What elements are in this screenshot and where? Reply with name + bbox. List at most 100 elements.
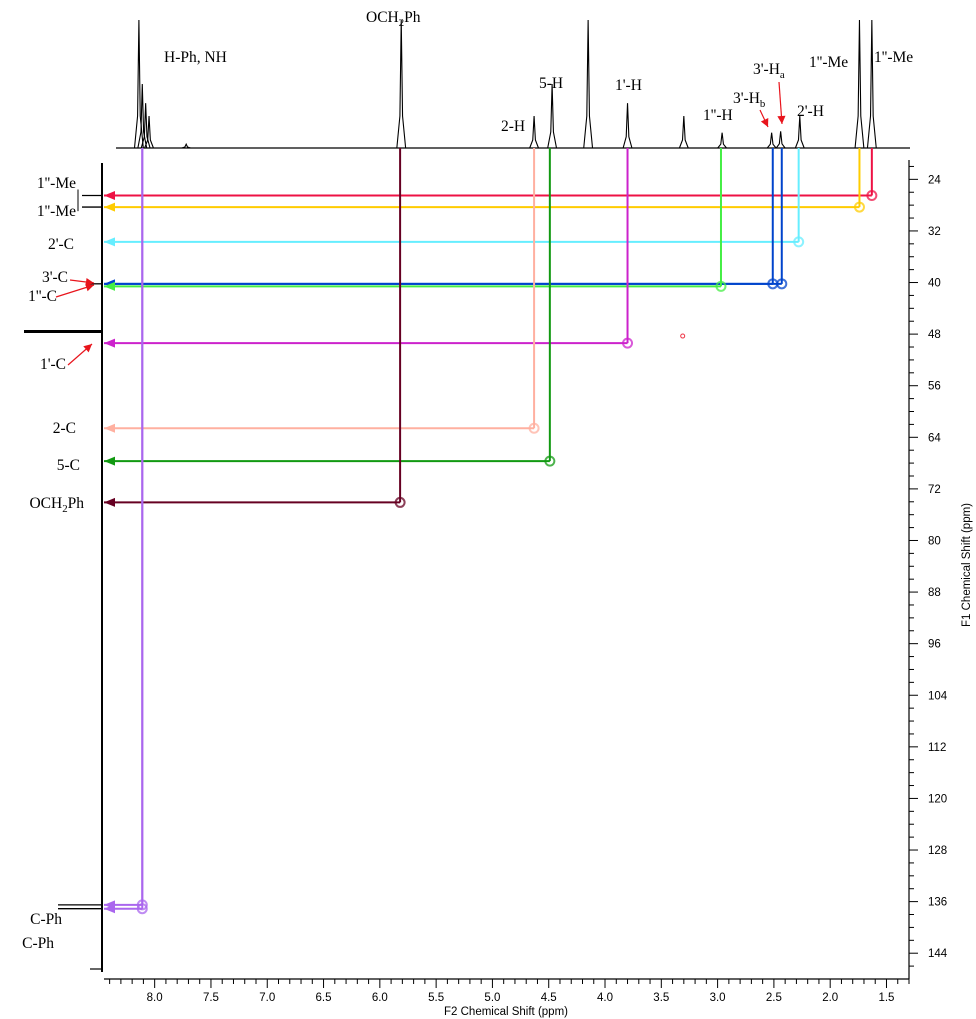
- cross-peak: [394, 496, 406, 508]
- proton-labels: H-Ph, NH OCH2Ph 5-H 2-H 1'-H 1''-H 3'-Ha 3'-Hb 2…: [164, 9, 913, 135]
- y-tick-label: 48: [928, 329, 941, 341]
- cross-peak: [136, 903, 148, 915]
- proton-label: 3'-Ha: [753, 61, 785, 81]
- carbon-label: 1'-C: [40, 356, 66, 373]
- carbon-label: 3'-C: [42, 269, 68, 286]
- x-tick-label: 8.0: [147, 992, 163, 1004]
- carbon-label: 1''-Me: [37, 175, 76, 192]
- spectrum-peak: [766, 132, 777, 149]
- proton-label: 2'-H: [797, 103, 824, 120]
- cross-peak: [136, 899, 148, 911]
- carbon-label: 2-C: [53, 420, 76, 437]
- y-tick-label: 104: [928, 690, 948, 702]
- spectrum-peak: [794, 115, 805, 149]
- y-tick-label: 64: [928, 432, 941, 444]
- y-tick-label: 128: [928, 845, 947, 857]
- connector-arrowhead: [104, 456, 115, 466]
- cross-peak: [715, 280, 727, 292]
- y-tick-label: 32: [928, 226, 941, 238]
- correlation-lines: [104, 148, 873, 914]
- cross-peak: [866, 189, 878, 201]
- y-tick-label: 80: [928, 535, 941, 547]
- x-tick-label: 6.0: [372, 992, 388, 1004]
- red-arrow-head: [777, 115, 786, 124]
- x-tick-label: 7.5: [203, 992, 219, 1004]
- proton-label: 1'-H: [615, 77, 642, 94]
- x-tick-label: 3.0: [710, 992, 726, 1004]
- proton-label: 1''-Me: [809, 54, 848, 71]
- spectrum-peak: [547, 83, 558, 149]
- spectrum-peak: [622, 103, 633, 149]
- stray-contour: [680, 333, 686, 339]
- cross-peak: [622, 337, 634, 349]
- spectrum-peak: [144, 115, 154, 149]
- x-tick-label: 4.5: [541, 992, 557, 1004]
- proton-label: H-Ph, NH: [164, 49, 227, 66]
- cross-peak: [776, 278, 788, 290]
- connector-arrowhead: [104, 497, 115, 507]
- x-tick-label: 4.0: [597, 992, 613, 1004]
- x-tick-label: 1.5: [878, 992, 894, 1004]
- carbon-label: C-Ph: [30, 911, 62, 928]
- x-axis: 8.0 7.5 7.0 6.5 6.0 5.5 5.0 4.5 4.0 3.5 3.0 2.5 2.0 1…: [104, 978, 910, 1018]
- cross-peak: [528, 422, 540, 434]
- carbon-projection: [24, 163, 103, 972]
- x-axis-title: F2 Chemical Shift (ppm): [444, 1006, 568, 1018]
- connector-arrowhead: [104, 190, 115, 200]
- carbon-label: 1''-C: [28, 288, 57, 305]
- connector-arrowhead: [104, 904, 115, 914]
- spectrum-peak: [529, 115, 539, 149]
- y-tick-label: 120: [928, 793, 947, 805]
- y-tick-label: 144: [928, 948, 948, 960]
- red-arrow-head: [85, 283, 94, 292]
- proton-label: 2-H: [501, 118, 525, 135]
- y-axis-title: F1 Chemical Shift (ppm): [961, 503, 973, 627]
- y-tick-label: 136: [928, 897, 947, 909]
- y-tick-label: 24: [928, 174, 941, 186]
- cross-peaks: [136, 189, 878, 915]
- proton-spectrum: [116, 19, 910, 149]
- carbon-label: 1''-Me: [37, 203, 76, 220]
- spectrum-peak: [717, 132, 727, 149]
- proton-label: 5-H: [539, 75, 563, 92]
- red-arrow-head: [760, 118, 769, 127]
- carbon-label: 5-C: [57, 457, 80, 474]
- x-tick-label: 3.5: [653, 992, 669, 1004]
- carbon-label: 2'-C: [48, 236, 74, 253]
- x-tick-label: 2.0: [822, 992, 838, 1004]
- x-tick-label: 2.5: [766, 992, 782, 1004]
- spectrum-peak: [775, 131, 786, 149]
- connector-arrowhead: [104, 338, 115, 348]
- x-tick-label: 6.5: [316, 992, 332, 1004]
- pointer-arrows: [55, 81, 786, 366]
- y-tick-label: 72: [928, 484, 941, 496]
- spectrum-peak: [181, 142, 191, 149]
- y-axis: 24 32 40 48 56 64 72 80 88 96 104 112 120 128 136 144 F1…: [908, 160, 973, 979]
- x-tick-label: 7.0: [259, 992, 275, 1004]
- proton-label: OCH2Ph: [366, 9, 421, 29]
- spectrum-peak: [396, 19, 407, 149]
- cross-peak: [793, 236, 805, 248]
- proton-label: 1''-Me: [874, 49, 913, 66]
- y-tick-label: 88: [928, 587, 941, 599]
- proton-label: 3'-Hb: [733, 90, 766, 110]
- carbon-labels: 1''-Me 1''-Me 2'-C 3'-C 1''-C 1'-C 2-C 5-C OCH2P…: [22, 175, 84, 952]
- carbon-label: OCH2Ph: [29, 495, 84, 515]
- cross-peak: [544, 455, 556, 467]
- connector-arrowhead: [104, 281, 115, 291]
- carbon-label: C-Ph: [22, 935, 54, 952]
- x-tick-label: 5.5: [428, 992, 444, 1004]
- y-tick-label: 56: [928, 381, 941, 393]
- red-arrow-head: [83, 344, 92, 353]
- y-tick-label: 40: [928, 278, 941, 290]
- connector-arrowhead: [104, 202, 115, 212]
- spectrum-peak: [866, 19, 877, 149]
- spectrum-peak: [583, 19, 594, 149]
- y-tick-label: 96: [928, 639, 941, 651]
- connector-arrowhead: [104, 423, 115, 433]
- spectrum-peak: [854, 19, 865, 149]
- cross-peak: [853, 201, 865, 213]
- spectrum-peak: [678, 115, 689, 149]
- y-tick-label: 112: [928, 742, 946, 754]
